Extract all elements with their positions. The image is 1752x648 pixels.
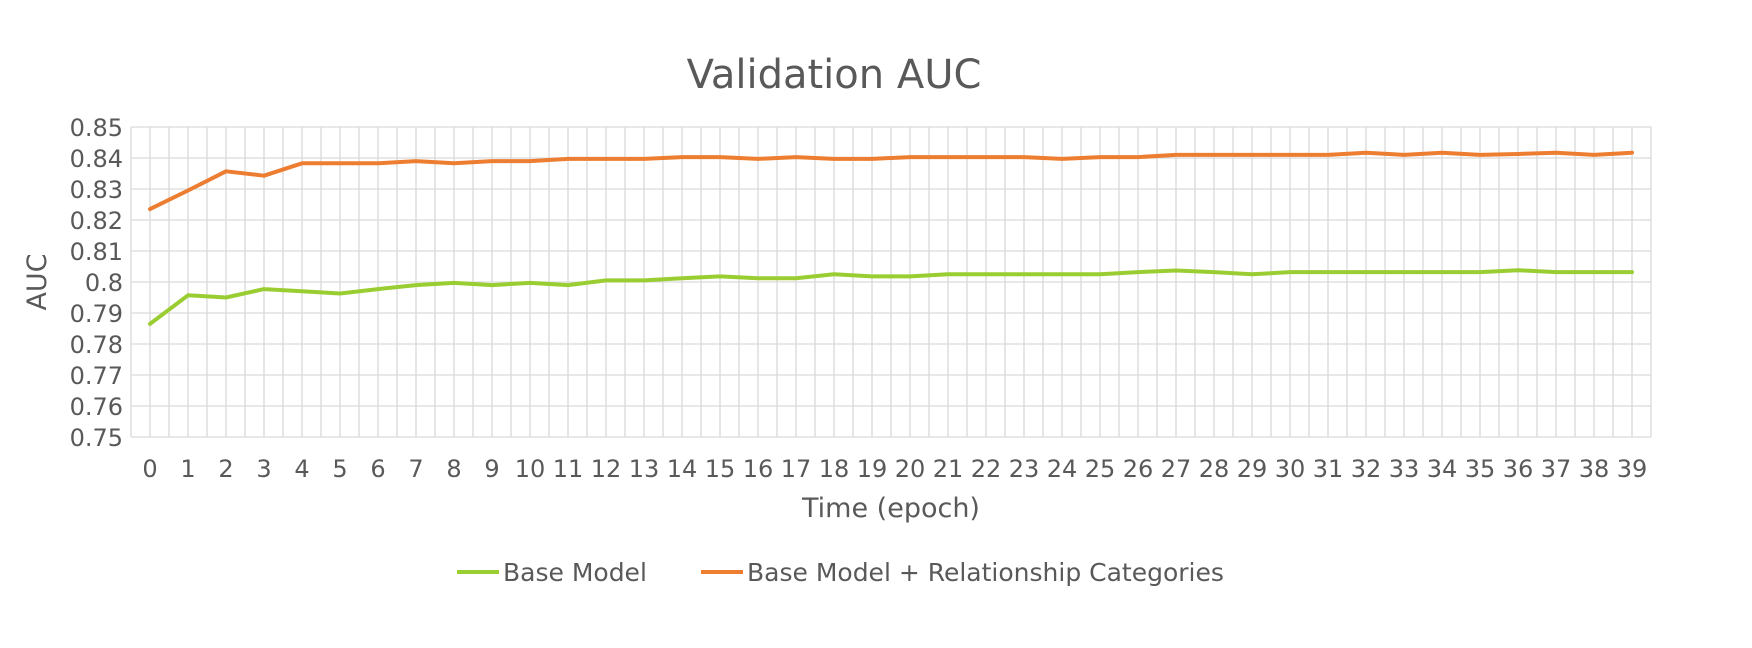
x-tick-label: 33 [1389, 455, 1420, 483]
series-lines [148, 150, 1634, 326]
y-tick-label: 0.75 [70, 424, 123, 452]
x-tick-label: 38 [1579, 455, 1610, 483]
x-axis-ticks: 0 1 2 3 4 5 6 7 8 9 10 11 12 13 14 15 16 17 18 19 20 21 22 23 24… [142, 455, 1647, 483]
x-tick-label: 39 [1617, 455, 1648, 483]
x-tick-label: 11 [553, 455, 584, 483]
x-tick-label: 7 [408, 455, 423, 483]
x-tick-label: 21 [933, 455, 964, 483]
x-tick-label: 18 [819, 455, 850, 483]
x-tick-label: 28 [1199, 455, 1230, 483]
x-tick-label: 9 [484, 455, 499, 483]
x-tick-label: 34 [1427, 455, 1458, 483]
x-tick-label: 26 [1123, 455, 1154, 483]
y-tick-label: 0.81 [70, 238, 123, 266]
x-tick-label: 5 [332, 455, 347, 483]
x-tick-label: 20 [895, 455, 926, 483]
x-tick-label: 0 [142, 455, 157, 483]
y-tick-label: 0.85 [70, 114, 123, 142]
y-tick-label: 0.76 [70, 393, 123, 421]
x-tick-label: 22 [971, 455, 1002, 483]
y-axis-ticks: 0.85 0.84 0.83 0.82 0.81 0.8 0.79 0.78 0.77 0.76 0… [70, 114, 123, 452]
x-tick-label: 4 [294, 455, 309, 483]
x-tick-label: 3 [256, 455, 271, 483]
x-tick-label: 14 [667, 455, 698, 483]
legend-label: Base Model [503, 558, 647, 587]
x-tick-label: 37 [1541, 455, 1572, 483]
x-tick-label: 36 [1503, 455, 1534, 483]
x-tick-label: 16 [743, 455, 774, 483]
x-tick-label: 32 [1351, 455, 1382, 483]
x-tick-label: 29 [1237, 455, 1268, 483]
x-tick-label: 8 [446, 455, 461, 483]
x-tick-label: 19 [857, 455, 888, 483]
x-tick-label: 31 [1313, 455, 1344, 483]
y-tick-label: 0.78 [70, 331, 123, 359]
series-line-base-model-plus-relationship-categories [148, 150, 1634, 212]
grid [130, 126, 1652, 438]
x-axis-label: Time (epoch) [801, 493, 980, 524]
y-tick-label: 0.84 [70, 145, 123, 173]
x-tick-label: 24 [1047, 455, 1078, 483]
x-tick-label: 12 [591, 455, 622, 483]
x-tick-label: 17 [781, 455, 812, 483]
legend: Base Model Base Model + Relationship Cate… [457, 558, 1224, 587]
y-tick-label: 0.8 [85, 269, 123, 297]
chart-title: Validation AUC [687, 52, 982, 98]
x-tick-label: 30 [1275, 455, 1306, 483]
x-tick-label: 6 [370, 455, 385, 483]
y-tick-label: 0.79 [70, 300, 123, 328]
x-tick-label: 2 [218, 455, 233, 483]
series-line-base-model [148, 268, 1634, 326]
x-tick-label: 35 [1465, 455, 1496, 483]
x-tick-label: 13 [629, 455, 660, 483]
x-tick-label: 23 [1009, 455, 1040, 483]
x-tick-label: 1 [180, 455, 195, 483]
x-tick-label: 27 [1161, 455, 1192, 483]
x-tick-label: 25 [1085, 455, 1116, 483]
legend-label: Base Model + Relationship Categories [747, 558, 1224, 587]
y-tick-label: 0.77 [70, 362, 123, 390]
y-axis-label: AUC [22, 253, 53, 310]
y-tick-label: 0.83 [70, 176, 123, 204]
y-tick-label: 0.82 [70, 207, 123, 235]
x-tick-label: 15 [705, 455, 736, 483]
x-tick-label: 10 [515, 455, 546, 483]
